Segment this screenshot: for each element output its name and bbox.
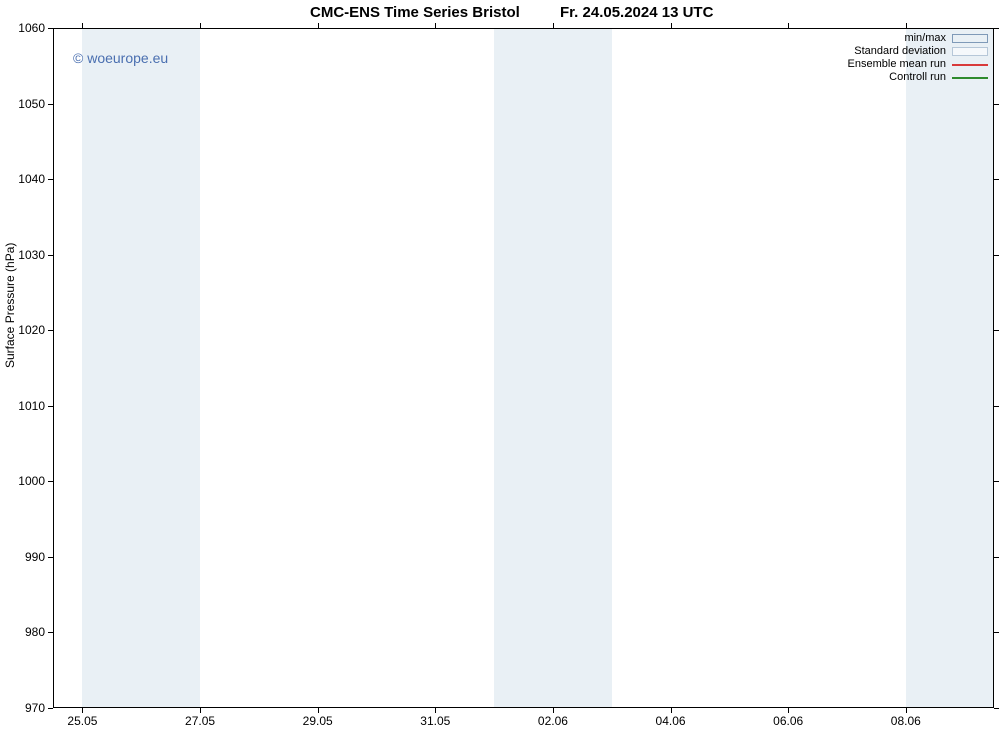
x-tick-label: 25.05 bbox=[67, 714, 97, 728]
weekend-band bbox=[906, 28, 994, 708]
y-tick-mark bbox=[48, 255, 53, 256]
legend-item-swatch bbox=[952, 34, 988, 43]
legend: min/maxStandard deviationEnsemble mean r… bbox=[848, 32, 988, 84]
chart-title-right: Fr. 24.05.2024 13 UTC bbox=[560, 4, 713, 21]
x-tick-mark bbox=[318, 23, 319, 28]
y-tick-mark bbox=[994, 179, 999, 180]
y-tick-mark bbox=[48, 104, 53, 105]
x-tick-label: 04.06 bbox=[656, 714, 686, 728]
x-tick-mark bbox=[671, 23, 672, 28]
x-tick-mark bbox=[788, 23, 789, 28]
legend-item-label: Controll run bbox=[889, 71, 952, 84]
x-tick-mark bbox=[671, 708, 672, 713]
plot-border-bottom bbox=[53, 707, 994, 708]
x-tick-mark bbox=[553, 23, 554, 28]
y-axis-label: Surface Pressure (hPa) bbox=[3, 243, 17, 368]
x-tick-label: 08.06 bbox=[891, 714, 921, 728]
y-tick-mark bbox=[994, 104, 999, 105]
y-tick-label: 1010 bbox=[0, 399, 45, 413]
x-tick-label: 02.06 bbox=[538, 714, 568, 728]
y-tick-label: 1040 bbox=[0, 172, 45, 186]
x-tick-mark bbox=[788, 708, 789, 713]
x-tick-mark bbox=[906, 23, 907, 28]
y-tick-mark bbox=[994, 708, 999, 709]
weekend-band bbox=[494, 28, 612, 708]
legend-item-swatch bbox=[952, 72, 988, 84]
y-tick-mark bbox=[48, 557, 53, 558]
weekend-band bbox=[82, 28, 200, 708]
y-tick-label: 1060 bbox=[0, 21, 45, 35]
x-tick-mark bbox=[82, 708, 83, 713]
legend-item: Controll run bbox=[848, 71, 988, 84]
y-tick-mark bbox=[48, 179, 53, 180]
y-tick-label: 990 bbox=[0, 550, 45, 564]
y-tick-mark bbox=[994, 632, 999, 633]
legend-item-label: Standard deviation bbox=[854, 45, 952, 58]
x-tick-mark bbox=[82, 23, 83, 28]
legend-item-label: min/max bbox=[904, 32, 952, 45]
y-tick-mark bbox=[994, 481, 999, 482]
plot-border-left bbox=[53, 28, 54, 708]
legend-item-label: Ensemble mean run bbox=[848, 58, 952, 71]
x-tick-mark bbox=[906, 708, 907, 713]
plot-border-right bbox=[993, 28, 994, 708]
y-tick-mark bbox=[994, 330, 999, 331]
y-tick-label: 1000 bbox=[0, 474, 45, 488]
y-tick-mark bbox=[994, 406, 999, 407]
y-tick-mark bbox=[48, 708, 53, 709]
x-tick-label: 06.06 bbox=[773, 714, 803, 728]
x-tick-mark bbox=[200, 708, 201, 713]
legend-item: Ensemble mean run bbox=[848, 58, 988, 71]
y-tick-mark bbox=[48, 632, 53, 633]
chart-container: CMC-ENS Time Series Bristol Fr. 24.05.20… bbox=[0, 0, 1000, 733]
plot-border-top bbox=[53, 28, 994, 29]
watermark-text: © woeurope.eu bbox=[73, 50, 168, 66]
legend-item-swatch bbox=[952, 47, 988, 56]
y-tick-mark bbox=[48, 481, 53, 482]
x-tick-mark bbox=[200, 23, 201, 28]
x-tick-label: 27.05 bbox=[185, 714, 215, 728]
x-tick-mark bbox=[435, 23, 436, 28]
y-tick-mark bbox=[994, 28, 999, 29]
y-tick-mark bbox=[48, 28, 53, 29]
y-tick-label: 1050 bbox=[0, 97, 45, 111]
legend-item: Standard deviation bbox=[848, 45, 988, 58]
y-tick-mark bbox=[994, 557, 999, 558]
x-tick-mark bbox=[435, 708, 436, 713]
legend-item: min/max bbox=[848, 32, 988, 45]
x-tick-mark bbox=[318, 708, 319, 713]
x-tick-label: 29.05 bbox=[303, 714, 333, 728]
y-tick-label: 970 bbox=[0, 701, 45, 715]
y-tick-mark bbox=[48, 406, 53, 407]
x-tick-label: 31.05 bbox=[420, 714, 450, 728]
y-tick-label: 980 bbox=[0, 625, 45, 639]
y-tick-mark bbox=[48, 330, 53, 331]
chart-title-left: CMC-ENS Time Series Bristol bbox=[310, 4, 520, 21]
plot-area bbox=[53, 28, 994, 708]
x-tick-mark bbox=[553, 708, 554, 713]
y-tick-mark bbox=[994, 255, 999, 256]
legend-item-swatch bbox=[952, 59, 988, 71]
